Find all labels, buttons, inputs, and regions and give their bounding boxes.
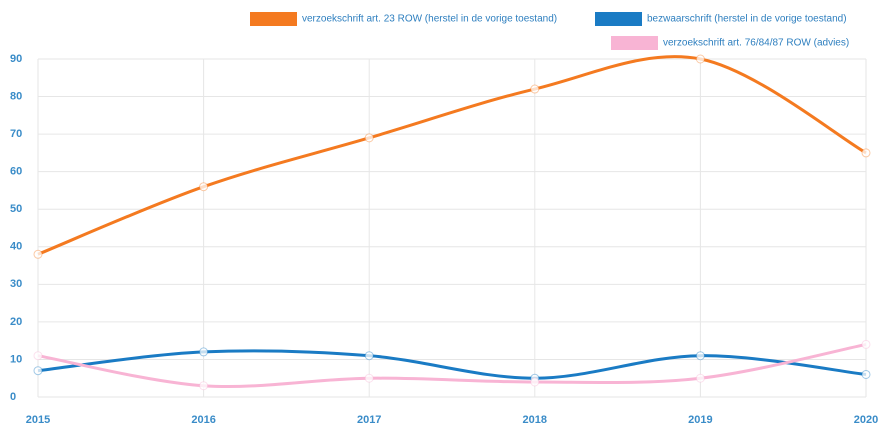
legend-label: bezwaarschrift (herstel in de vorige toe… — [647, 14, 847, 25]
data-point — [695, 373, 705, 383]
series-line — [37, 55, 867, 256]
y-tick-label: 60 — [10, 166, 22, 178]
x-tick-label: 2020 — [854, 414, 878, 426]
y-tick-label: 30 — [10, 278, 22, 290]
data-point — [364, 373, 374, 383]
series-line — [37, 342, 867, 389]
data-point — [861, 339, 871, 349]
legend-swatch — [250, 12, 297, 26]
data-point — [364, 351, 374, 361]
data-point — [199, 381, 209, 391]
data-point — [861, 148, 871, 158]
x-tick-label: 2016 — [191, 414, 215, 426]
data-point — [33, 351, 43, 361]
y-tick-label: 90 — [10, 53, 22, 65]
y-tick-label: 80 — [10, 90, 22, 102]
data-point — [861, 369, 871, 379]
data-point — [33, 366, 43, 376]
x-tick-label: 2017 — [357, 414, 381, 426]
y-tick-label: 50 — [10, 203, 22, 215]
data-point — [199, 182, 209, 192]
x-tick-label: 2019 — [688, 414, 712, 426]
data-point — [695, 351, 705, 361]
legend-swatch — [611, 36, 658, 50]
x-tick-label: 2015 — [26, 414, 50, 426]
y-tick-label: 0 — [10, 391, 16, 403]
y-tick-label: 10 — [10, 353, 22, 365]
data-point — [530, 84, 540, 94]
data-point — [199, 347, 209, 357]
legend-label: verzoekschrift art. 23 ROW (herstel in d… — [302, 14, 557, 25]
data-point — [364, 133, 374, 143]
y-tick-label: 20 — [10, 316, 22, 328]
y-tick-label: 70 — [10, 128, 22, 140]
data-point — [695, 54, 705, 64]
legend-swatch — [595, 12, 642, 26]
x-tick-label: 2018 — [523, 414, 547, 426]
series-line — [37, 349, 867, 380]
y-tick-label: 40 — [10, 241, 22, 253]
legend-label: verzoekschrift art. 76/84/87 ROW (advies… — [663, 38, 849, 49]
data-point — [33, 249, 43, 259]
data-point — [530, 377, 540, 387]
